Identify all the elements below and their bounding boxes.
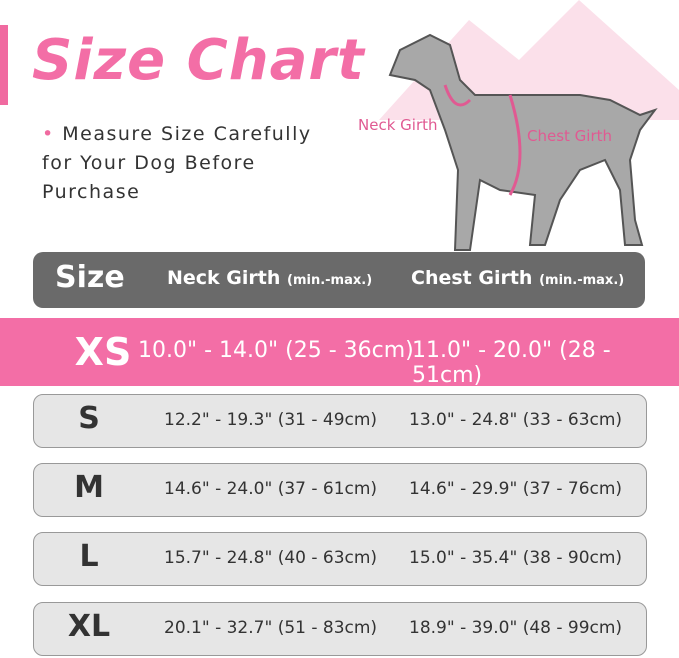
- page-title: Size Chart: [32, 28, 365, 93]
- size-cell: XS: [74, 330, 132, 374]
- accent-bar: [0, 25, 8, 105]
- table-row: S 12.2" - 19.3" (31 - 49cm) 13.0" - 24.8" …: [33, 394, 647, 448]
- header-size: Size: [55, 260, 125, 295]
- chest-cell: 14.6" - 29.9" (37 - 76cm): [409, 479, 623, 499]
- table-row-xs: XS 10.0" - 14.0" (25 - 36cm) 11.0" - 20.…: [0, 318, 679, 388]
- neck-cell: 20.1" - 32.7" (51 - 83cm): [164, 618, 378, 638]
- size-cell: L: [79, 539, 99, 574]
- size-cell: XL: [67, 609, 111, 644]
- neck-girth-label: Neck Girth: [358, 116, 438, 134]
- table-row: M 14.6" - 24.0" (37 - 61cm) 14.6" - 29.9" …: [33, 463, 647, 517]
- table-header: Size Neck Girth (min.-max.) Chest Girth …: [33, 252, 645, 308]
- chest-cell: 15.0" - 35.4" (38 - 90cm): [409, 548, 623, 568]
- header-neck: Neck Girth (min.-max.): [167, 267, 373, 289]
- neck-cell: 15.7" - 24.8" (40 - 63cm): [164, 548, 378, 568]
- size-cell: S: [78, 401, 100, 436]
- neck-cell: 10.0" - 14.0" (25 - 36cm): [138, 338, 414, 363]
- chest-cell: 11.0" - 20.0" (28 - 51cm): [412, 338, 611, 388]
- table-row: XL 20.1" - 32.7" (51 - 83cm) 18.9" - 39.0"…: [33, 602, 647, 656]
- table-row: L 15.7" - 24.8" (40 - 63cm) 15.0" - 35.4" …: [33, 532, 647, 586]
- size-cell: M: [74, 470, 104, 505]
- neck-cell: 12.2" - 19.3" (31 - 49cm): [164, 410, 378, 430]
- measure-note: • Measure Size Carefully for Your Dog Be…: [42, 123, 312, 203]
- dog-illustration: [388, 33, 658, 251]
- chest-cell: 18.9" - 39.0" (48 - 99cm): [409, 618, 623, 638]
- header-chest: Chest Girth (min.-max.): [411, 267, 625, 289]
- chest-cell: 13.0" - 24.8" (33 - 63cm): [409, 410, 623, 430]
- neck-cell: 14.6" - 24.0" (37 - 61cm): [164, 479, 378, 499]
- chest-girth-label: Chest Girth: [527, 127, 613, 145]
